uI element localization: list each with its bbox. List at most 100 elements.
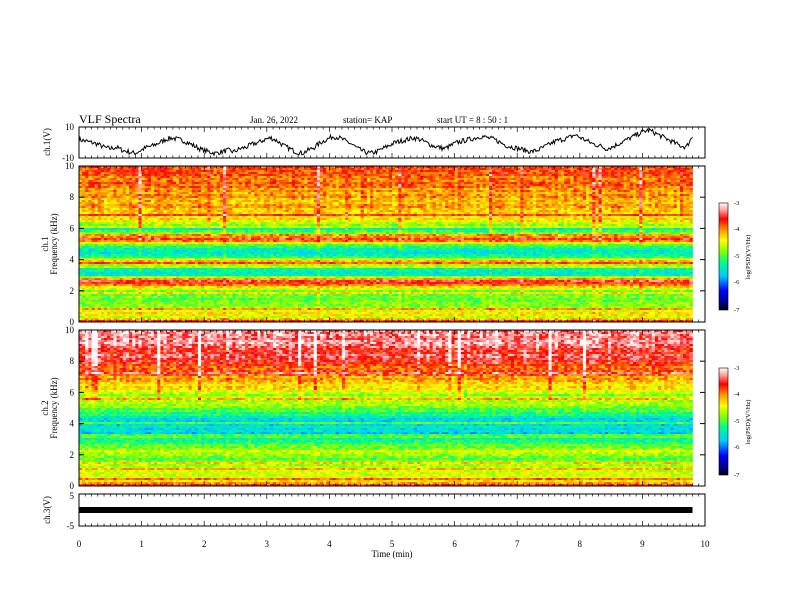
- spectrogram-cell: [160, 252, 164, 255]
- spectrogram-cell: [91, 208, 96, 211]
- spectrogram-cell: [154, 188, 158, 191]
- spectrogram-cell: [154, 208, 158, 211]
- spectrogram-cell: [107, 202, 111, 205]
- spectrogram-cell: [163, 246, 168, 249]
- spectrogram-cell: [129, 200, 133, 203]
- spectrogram-cell: [82, 268, 86, 271]
- spectrogram-cell: [135, 200, 139, 203]
- spectrogram-cell: [182, 176, 186, 179]
- spectrogram-cell: [194, 210, 199, 213]
- spectrogram-cell: [79, 176, 83, 179]
- spectrogram-cell: [176, 214, 180, 217]
- spectrogram-cell: [154, 224, 158, 227]
- spectrogram-cell: [154, 314, 158, 317]
- spectrogram-cell: [176, 304, 180, 307]
- spectrogram-cell: [176, 218, 180, 221]
- spectrogram-cell: [144, 170, 149, 173]
- spectrogram-cell: [150, 280, 155, 283]
- spectrogram-cell: [144, 166, 149, 169]
- spectrogram-cell: [107, 166, 111, 169]
- spectrogram-cell: [163, 310, 168, 313]
- spectrogram-cell: [141, 176, 146, 179]
- spectrogram-cell: [197, 228, 202, 231]
- spectrogram-cell: [197, 300, 202, 303]
- spectrogram-cell: [185, 268, 189, 271]
- spectrogram-cell: [154, 256, 158, 259]
- spectrogram-cell: [150, 316, 155, 319]
- spectrogram-cell: [100, 294, 105, 297]
- spectrogram-cell: [191, 310, 196, 313]
- spectrogram-cell: [82, 210, 86, 213]
- spectrogram-cell: [94, 306, 99, 309]
- spectrogram-cell: [94, 204, 99, 207]
- spectrogram-cell: [172, 286, 177, 289]
- spectrogram-cell: [144, 184, 149, 187]
- spectrogram-cell: [119, 308, 124, 311]
- spectrogram-cell: [185, 310, 189, 313]
- spectrogram-cell: [88, 180, 92, 183]
- spectrogram-cell: [182, 274, 186, 277]
- spectrogram-cell: [91, 268, 96, 271]
- spectrogram-cell: [97, 234, 102, 237]
- spectrogram-cell: [107, 250, 111, 253]
- spectrogram-cell: [185, 228, 189, 231]
- spectrogram-cell: [88, 284, 92, 287]
- spectrogram-cell: [113, 260, 117, 263]
- spectrogram-cell: [119, 184, 124, 187]
- spectrogram-cell: [147, 176, 152, 179]
- spectrogram-cell: [119, 258, 124, 261]
- spectrogram-cell: [85, 226, 89, 229]
- spectrogram-cell: [119, 210, 124, 213]
- spectrogram-cell: [125, 236, 130, 239]
- spectrogram-cell: [79, 178, 83, 181]
- spectrogram-cell: [88, 172, 92, 175]
- spectrogram-cell: [150, 174, 155, 177]
- spectrogram-cell: [100, 268, 105, 271]
- spectrogram-cell: [169, 246, 174, 249]
- spectrogram-cell: [82, 168, 86, 171]
- spectrogram-cell: [147, 278, 152, 281]
- spectrogram-cell: [182, 180, 186, 183]
- spectrogram-cell: [107, 290, 111, 293]
- spectrogram-cell: [169, 236, 174, 239]
- spectrogram-cell: [116, 314, 121, 317]
- spectrogram-cell: [194, 306, 199, 309]
- spectrogram-cell: [125, 320, 130, 323]
- header-start-time: start UT = 8 : 50 : 1: [437, 115, 508, 125]
- spectrogram-cell: [191, 244, 196, 247]
- spectrogram-cell: [179, 244, 183, 247]
- spectrogram-cell: [88, 300, 92, 303]
- spectrogram-cell: [79, 284, 83, 287]
- spectrogram-cell: [113, 192, 117, 195]
- spectrogram-cell: [188, 310, 193, 313]
- spectrogram-cell: [125, 218, 130, 221]
- spectrogram-cell: [154, 220, 158, 223]
- spectrogram-cell: [113, 186, 117, 189]
- spectrogram-cell: [94, 214, 99, 217]
- header-station: station= KAP: [343, 115, 392, 125]
- spectrogram-cell: [147, 190, 152, 193]
- spectrogram-cell: [91, 172, 96, 175]
- spectrogram-cell: [157, 290, 161, 293]
- spectrogram-cell: [116, 200, 121, 203]
- spectrogram-cell: [79, 306, 83, 309]
- spectrogram-cell: [107, 302, 111, 305]
- spectrogram-cell: [138, 278, 142, 281]
- ch1-ytick-top: 10: [65, 122, 75, 132]
- spectrogram-cell: [141, 236, 146, 239]
- spectrogram-cell: [182, 170, 186, 173]
- spectrogram-cell: [79, 260, 83, 263]
- spectrogram-cell: [110, 242, 114, 245]
- spectrogram-cell: [147, 212, 152, 215]
- spectrogram-cell: [100, 196, 105, 199]
- spectrogram-cell: [129, 202, 133, 205]
- spectrogram-cell: [119, 224, 124, 227]
- spectrogram-cell: [100, 222, 105, 225]
- spectrogram-cell: [176, 200, 180, 203]
- spectrogram-cell: [100, 178, 105, 181]
- spectrogram-cell: [129, 232, 133, 235]
- spectrogram-cell: [125, 174, 130, 177]
- spectrogram-cell: [157, 174, 161, 177]
- spectrogram-cell: [107, 188, 111, 191]
- spectrogram-cell: [113, 256, 117, 259]
